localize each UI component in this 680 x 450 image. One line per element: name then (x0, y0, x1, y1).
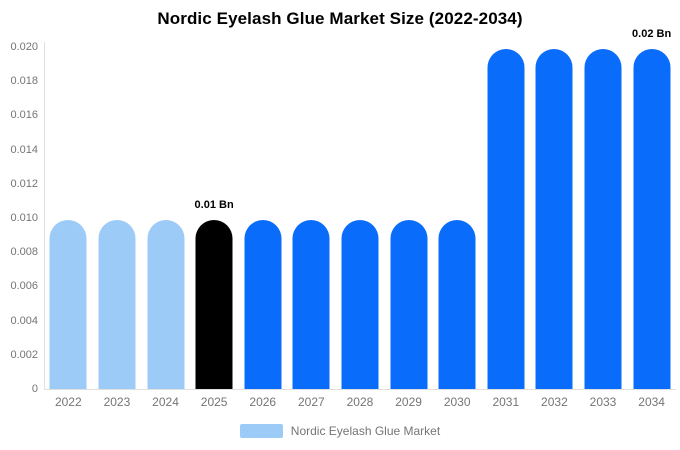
bar-value-label-2025: 0.01 Bn (194, 198, 234, 211)
x-tick-label: 2033 (589, 395, 617, 409)
bar-2032 (535, 48, 573, 389)
x-tick-label: 2028 (346, 395, 374, 409)
bar-2027 (292, 219, 330, 389)
bar-2029 (390, 219, 428, 389)
x-tick-label: 2023 (103, 395, 131, 409)
y-tick-label: 0.006 (10, 280, 38, 293)
bar-slot-2031 (481, 47, 530, 389)
y-tick-label: 0.018 (10, 75, 38, 88)
bar-slot-2023 (93, 47, 142, 389)
bar-2028 (341, 219, 379, 389)
bar-2033 (584, 48, 622, 389)
bar-value-label-2034: 0.02 Bn (632, 27, 672, 40)
plot-area: 0.01 Bn 0.02 Bn (44, 28, 676, 389)
bar-2034 (633, 48, 671, 389)
x-axis-line (44, 389, 676, 390)
bar-slot-2033 (579, 47, 628, 389)
bar-slot-2022 (44, 47, 93, 389)
bar-2026 (244, 219, 282, 389)
x-tick-label: 2024 (152, 395, 179, 409)
bar-slot-2027 (287, 47, 336, 389)
y-axis-line (44, 42, 45, 390)
legend-swatch (239, 424, 283, 438)
x-tick-label: 2025 (200, 395, 228, 409)
y-tick-label: 0.008 (10, 246, 38, 259)
bar-2025 (195, 219, 233, 389)
y-tick-label: 0.004 (10, 314, 38, 327)
x-tick-label: 2031 (492, 395, 520, 409)
y-tick-label: 0.012 (10, 177, 38, 190)
y-tick-label: 0.020 (10, 41, 38, 53)
bar-slot-2025: 0.01 Bn (190, 47, 239, 389)
x-tick-label: 2022 (54, 395, 82, 409)
legend-label: Nordic Eyelash Glue Market (290, 424, 441, 438)
bar-2024 (147, 219, 185, 389)
x-tick-label: 2029 (395, 395, 422, 409)
y-tick-label: 0 (31, 383, 38, 395)
bar-slot-2030 (433, 47, 482, 389)
y-tick-label: 0.002 (10, 348, 38, 361)
bar-slot-2032 (530, 47, 579, 389)
x-tick-label: 2034 (638, 395, 665, 409)
bar-2030 (438, 219, 476, 389)
chart-title: Nordic Eyelash Glue Market Size (2022-20… (157, 9, 523, 28)
bar-slot-2024 (141, 47, 190, 389)
x-tick-label: 2030 (443, 395, 471, 409)
bar-slot-2028 (336, 47, 385, 389)
y-tick-label: 0.014 (10, 143, 38, 156)
legend[interactable]: Nordic Eyelash Glue Market (0, 424, 680, 438)
x-tick-label: 2032 (541, 395, 568, 409)
bar-slot-2034: 0.02 Bn (627, 28, 676, 389)
bar-2031 (487, 48, 525, 389)
bar-2023 (98, 219, 136, 389)
x-tick-label: 2027 (298, 395, 325, 409)
x-axis-tick-labels: 2022 2023 2024 2025 2026 2027 2028 2029 2030 2031… (44, 395, 676, 409)
bar-slot-2026 (238, 47, 287, 389)
y-axis-tick-labels: 0.020 0.018 0.016 0.014 0.012 0.010 0.008 0.006… (0, 41, 38, 395)
bar-slot-2029 (384, 47, 433, 389)
x-tick-label: 2026 (249, 395, 277, 409)
bar-2022 (49, 219, 87, 389)
y-tick-label: 0.010 (10, 212, 38, 224)
y-tick-label: 0.016 (10, 109, 38, 122)
